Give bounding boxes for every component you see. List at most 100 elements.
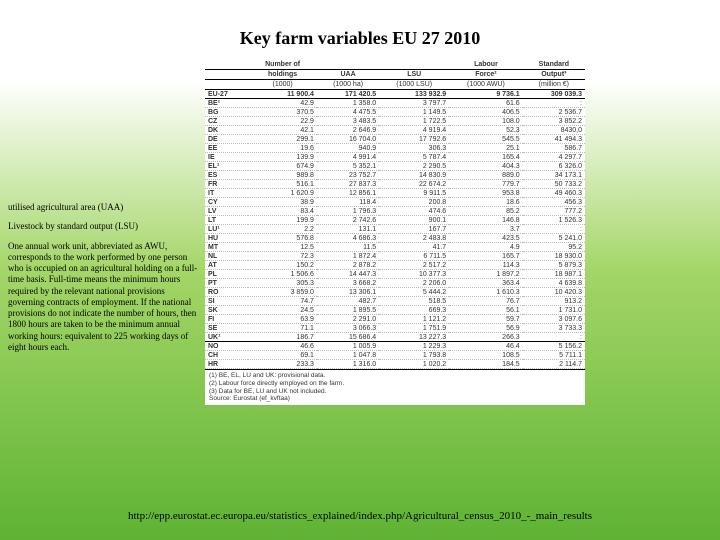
table-row: RO3 859.013 306.15 444.21 610.310 420.3 — [205, 288, 585, 297]
table-row: PL1 506.614 447.310 377.31 897.218 987.1 — [205, 270, 585, 279]
cell-value: 1 793.8 — [379, 351, 449, 360]
cell-value: 518.5 — [379, 297, 449, 306]
country-code: BE¹ — [205, 99, 248, 108]
cell-value: 3.7 — [449, 225, 523, 234]
cell-value: 482.7 — [317, 297, 379, 306]
cell-value: 940.9 — [317, 144, 379, 153]
cell-value: 1 731.0 — [523, 306, 585, 315]
cell-value: 41.7 — [379, 243, 449, 252]
country-code: SE — [205, 324, 248, 333]
table-row: UK¹186.715 686.413 227.3266.3: — [205, 333, 585, 342]
cell-value: : — [523, 225, 585, 234]
cell-value: 49 460.3 — [523, 189, 585, 198]
cell-value: 46.4 — [449, 342, 523, 351]
cell-value: 913.2 — [523, 297, 585, 306]
cell-value: 3 859.0 — [248, 288, 317, 297]
unit-output: (million €) — [523, 80, 585, 90]
cell-value: 8430,0 — [523, 126, 585, 135]
country-code: EE — [205, 144, 248, 153]
farm-variables-table: Number of Labour Standard holdings UAA L… — [205, 60, 585, 369]
table-row: SK24.51 895.5669.356.11 731.0 — [205, 306, 585, 315]
country-code: NO — [205, 342, 248, 351]
cell-value: 150.2 — [248, 261, 317, 270]
cell-value: 4 919.4 — [379, 126, 449, 135]
cell-value: 199.9 — [248, 216, 317, 225]
country-code: LT — [205, 216, 248, 225]
unit-lsu: (1000 LSU) — [379, 80, 449, 90]
cell-value: 63.9 — [248, 315, 317, 324]
cell-value: 306.3 — [379, 144, 449, 153]
cell-value: 42.1 — [248, 126, 317, 135]
col-lsu: LSU — [379, 70, 449, 80]
cell-value: 363.4 — [449, 279, 523, 288]
cell-value: 989.8 — [248, 171, 317, 180]
table-row: DE299.116 704.017 792.6545.541 494.3 — [205, 135, 585, 144]
table-row: BG370.54 475.51 149.5406.52 536.7 — [205, 108, 585, 117]
cell-value: 11.5 — [317, 243, 379, 252]
cell-value: 2 483.8 — [379, 234, 449, 243]
cell-value: : — [523, 99, 585, 108]
cell-value: 669.3 — [379, 306, 449, 315]
cell-value: 2 646.9 — [317, 126, 379, 135]
table-row: CZ22.93 483.51 722.5108.03 852.2 — [205, 117, 585, 126]
cell-value: 779.7 — [449, 180, 523, 189]
country-code: SI — [205, 297, 248, 306]
table-row: AT150.22 878.22 517.2114.35 879.3 — [205, 261, 585, 270]
table-row: SI74.7482.7518.576.7913.2 — [205, 297, 585, 306]
cell-value: 72.3 — [248, 252, 317, 261]
cell-value: 50 733.2 — [523, 180, 585, 189]
cell-value: 900.1 — [379, 216, 449, 225]
cell-value: : — [523, 333, 585, 342]
cell-value: 2 291.0 — [317, 315, 379, 324]
cell-value: 5 711.1 — [523, 351, 585, 360]
data-table-container: Number of Labour Standard holdings UAA L… — [205, 60, 585, 405]
cell-value: 25.1 — [449, 144, 523, 153]
cell-value: 76.7 — [449, 297, 523, 306]
footnote-2: (2) Labour force directly employed on th… — [209, 380, 581, 388]
cell-value: 10 420.3 — [523, 288, 585, 297]
country-code: CZ — [205, 117, 248, 126]
cell-value: 131.1 — [317, 225, 379, 234]
country-code: SK — [205, 306, 248, 315]
cell-value: 674.9 — [248, 162, 317, 171]
country-code: FR — [205, 180, 248, 189]
source-url: http://epp.eurostat.ec.europa.eu/statist… — [0, 510, 720, 522]
country-code: MT — [205, 243, 248, 252]
cell-value: 46.6 — [248, 342, 317, 351]
table-row: IT1 620.912 856.19 911.5953.849 460.3 — [205, 189, 585, 198]
cell-value: 12.5 — [248, 243, 317, 252]
table-row: LU¹2.2131.1167.73.7: — [205, 225, 585, 234]
cell-value: 165.4 — [449, 153, 523, 162]
cell-value: 586.7 — [523, 144, 585, 153]
definitions-block: utilised agricultural area (UAA) Livesto… — [8, 202, 198, 361]
col-output-2: Output³ — [523, 70, 585, 80]
table-row: NL72.31 872.46 711.5165.718 930.0 — [205, 252, 585, 261]
cell-value: 5 787.4 — [379, 153, 449, 162]
country-code: DK — [205, 126, 248, 135]
col-output-1: Standard — [523, 60, 585, 70]
cell-value: 3 852.2 — [523, 117, 585, 126]
cell-value: 3 733.3 — [523, 324, 585, 333]
cell-value: 1 796.3 — [317, 207, 379, 216]
table-row: LV83.41 796.3474.685.2777.2 — [205, 207, 585, 216]
cell-value: 9 911.5 — [379, 189, 449, 198]
cell-value: 4 475.5 — [317, 108, 379, 117]
table-row: HU576.84 686.32 483.8423.55 241.0 — [205, 234, 585, 243]
cell-value: 370.5 — [248, 108, 317, 117]
cell-value: 2 878.2 — [317, 261, 379, 270]
cell-value: 2 742.6 — [317, 216, 379, 225]
col-uaa: UAA — [317, 70, 379, 80]
table-row: PT305.33 668.22 206.0363.44 639.8 — [205, 279, 585, 288]
footnotes: (1) BE, EL, LU and UK: provisional data.… — [205, 369, 585, 405]
cell-value: 3 797.7 — [379, 99, 449, 108]
cell-value: 1 358.0 — [317, 99, 379, 108]
cell-value: 18.6 — [449, 198, 523, 207]
cell-value: 1 316.0 — [317, 360, 379, 369]
cell-value: 4 991.4 — [317, 153, 379, 162]
col-labour-1: Labour — [449, 60, 523, 70]
cell-value: 5 444.2 — [379, 288, 449, 297]
cell-value: 18 987.1 — [523, 270, 585, 279]
country-code: PL — [205, 270, 248, 279]
cell-value: 200.8 — [379, 198, 449, 207]
col-holdings-1: Number of — [248, 60, 317, 70]
